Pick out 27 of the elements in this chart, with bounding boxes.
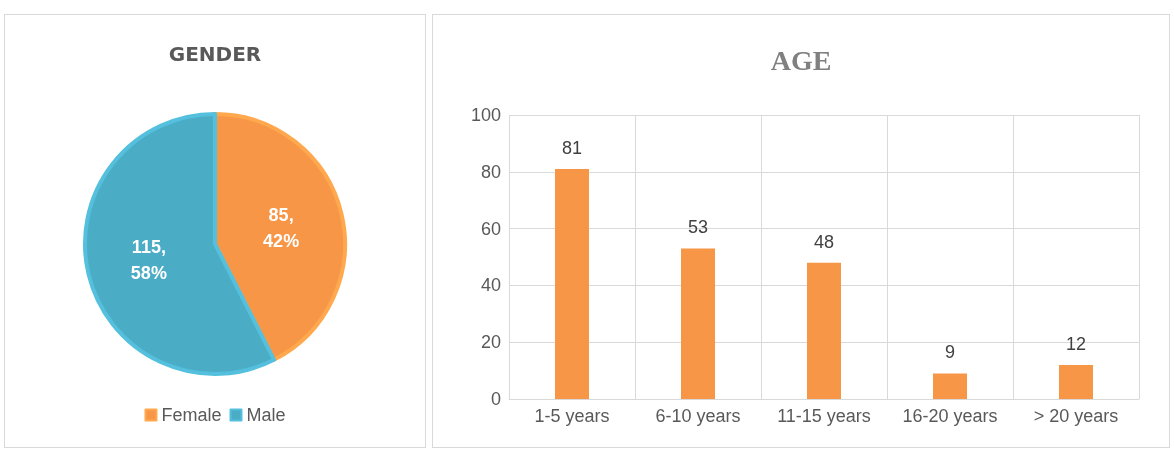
data-label: 48: [813, 231, 835, 252]
bar: [555, 168, 589, 399]
x-tick-label: > 20 years: [1033, 406, 1119, 426]
x-tick-label: 6-10 years: [655, 406, 741, 426]
y-tick-label: 40: [480, 275, 501, 296]
legend-label: Female: [161, 405, 222, 425]
data-label: 12: [1065, 333, 1087, 354]
bar: [933, 373, 967, 399]
y-tick-label: 20: [480, 332, 501, 353]
chart-title: GENDER: [168, 42, 262, 66]
legend-label: Male: [246, 405, 286, 425]
data-label: 53: [687, 217, 709, 238]
data-label: 85, 42%: [263, 205, 300, 252]
bar: [807, 262, 841, 399]
x-tick-label: 16-20 years: [902, 406, 998, 426]
data-label: 81: [561, 137, 583, 158]
x-tick-label: 11-15 years: [777, 406, 871, 426]
x-tick-label: 1-5 years: [534, 406, 610, 426]
y-tick-label: 60: [480, 218, 501, 239]
data-label: 115, 58%: [130, 236, 167, 283]
y-tick-label: 0: [490, 389, 501, 409]
y-tick-label: 80: [480, 161, 501, 182]
data-label: 9: [944, 342, 956, 363]
y-tick-label: 100: [470, 105, 501, 125]
bar: [1059, 364, 1093, 399]
bar: [681, 248, 715, 399]
chart-title: AGE: [770, 44, 832, 76]
